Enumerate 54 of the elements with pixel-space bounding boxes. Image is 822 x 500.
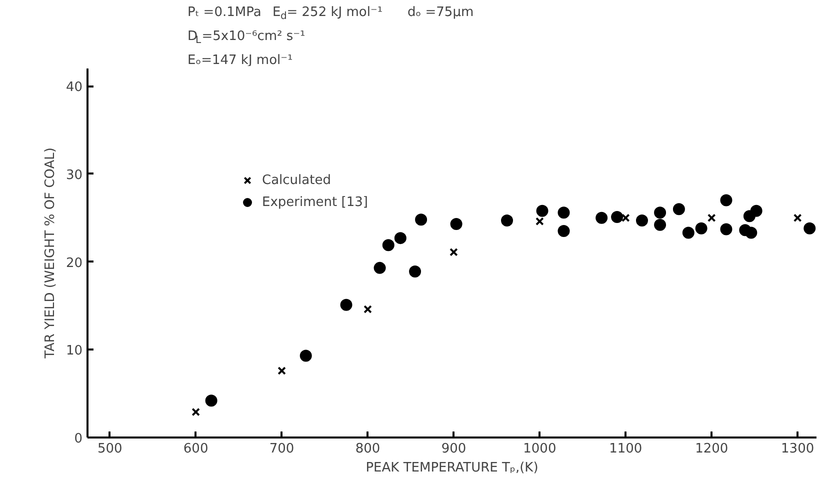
point xyxy=(596,212,608,224)
point xyxy=(278,366,286,375)
y-tick-label: 40 xyxy=(66,80,83,96)
point xyxy=(409,265,422,278)
point xyxy=(415,214,428,226)
x-tick-label: 700 xyxy=(269,442,294,456)
y-tick-label: 30 xyxy=(66,168,83,183)
point xyxy=(707,214,716,222)
point xyxy=(205,394,218,407)
point xyxy=(374,262,386,274)
x-tick-label: 600 xyxy=(183,442,208,456)
legend-label: Calculated xyxy=(262,172,331,188)
point xyxy=(450,218,462,230)
y-axis-title: TAR YIELD (WEIGHT % OF COAL) xyxy=(42,148,58,360)
x-tick-label: 1300 xyxy=(781,442,814,456)
point xyxy=(793,214,802,222)
x-tick-label: 1100 xyxy=(609,442,642,456)
point xyxy=(450,248,458,256)
point xyxy=(682,226,694,239)
y-tick-label: 20 xyxy=(66,256,83,271)
point xyxy=(750,204,762,217)
point xyxy=(720,223,732,236)
y-tick-label: 10 xyxy=(66,344,83,359)
point xyxy=(536,217,544,226)
point xyxy=(672,203,685,216)
text: dₒ =75µm xyxy=(408,5,474,20)
point xyxy=(536,204,548,217)
point xyxy=(804,222,816,234)
legend-label: Experiment [13] xyxy=(262,194,368,210)
x-tick-label: 500 xyxy=(97,442,122,456)
point xyxy=(636,214,648,226)
point xyxy=(382,239,394,252)
point xyxy=(654,206,666,219)
point xyxy=(501,214,514,226)
point xyxy=(720,194,732,206)
point xyxy=(340,298,352,311)
point xyxy=(300,350,312,362)
y-tick-label: 0 xyxy=(74,432,83,446)
point xyxy=(192,408,200,416)
point xyxy=(621,214,630,222)
point xyxy=(695,222,708,234)
x-tick-label: 1200 xyxy=(695,442,728,456)
point xyxy=(364,305,372,314)
point xyxy=(558,206,570,219)
point xyxy=(654,218,666,231)
x-tick-label: 800 xyxy=(355,442,380,456)
x-axis-title: PEAK TEMPERATURE Tₚ,(K) xyxy=(366,460,538,476)
point xyxy=(611,210,624,223)
x-tick-label: 900 xyxy=(441,442,466,456)
x-tick-label: 1000 xyxy=(523,442,556,456)
text: Pₜ =0.1MPa xyxy=(188,5,262,20)
point xyxy=(745,226,758,239)
point xyxy=(394,232,406,244)
point xyxy=(558,225,570,238)
